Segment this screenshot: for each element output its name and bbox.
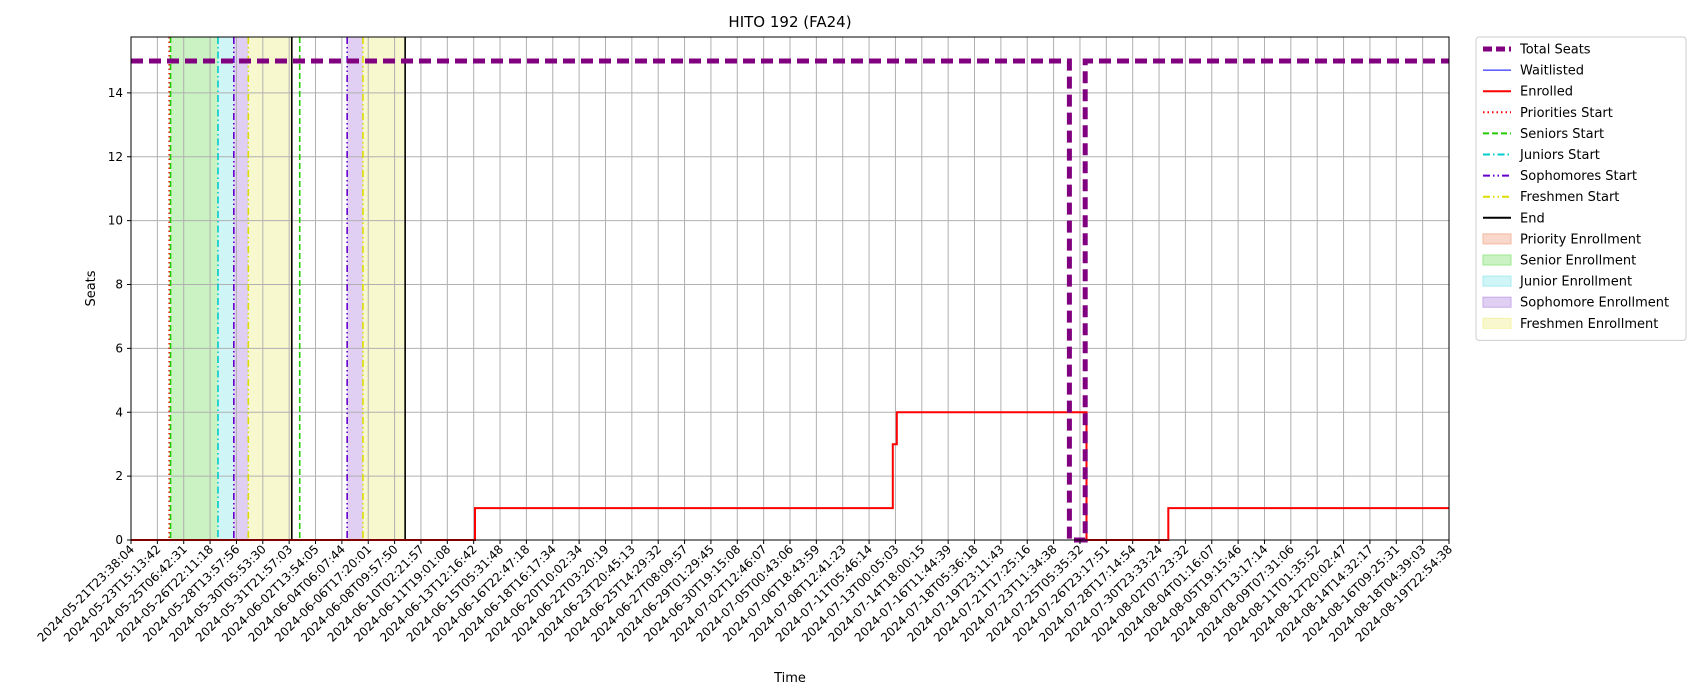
y-tick-label: 8 — [115, 278, 123, 292]
legend-label-sophomores-start: Sophomores Start — [1520, 169, 1637, 184]
shade-freshmen-enrollment-1 — [362, 37, 406, 540]
legend: Total Seats Waitlisted Enrolled Priorities … — [1475, 36, 1687, 341]
y-tick-label: 10 — [108, 214, 123, 228]
y-tick-label: 4 — [115, 405, 123, 419]
shade-sophomore-enrollment-1 — [347, 37, 363, 540]
legend-swatch-sophomore-enrollment — [1482, 296, 1512, 308]
series-enrolled — [131, 411, 1449, 541]
vertical-markers — [168, 37, 406, 540]
y-ticks: 0 2 4 6 8 10 12 14 — [108, 86, 131, 547]
legend-label-waitlisted: Waitlisted — [1520, 64, 1584, 79]
x-ticks: 2024-05-21T23:38:042024-05-23T15:13:4220… — [35, 540, 1455, 645]
grid — [130, 37, 1450, 541]
legend-label-seniors-start: Seniors Start — [1520, 127, 1604, 142]
chart-title: HITO 192 (FA24) — [728, 13, 851, 31]
shade-sophomore-enrollment-0 — [233, 37, 249, 540]
y-tick-label: 0 — [115, 533, 123, 547]
shade-senior-enrollment-0 — [170, 37, 218, 540]
shade-freshmen-enrollment-0 — [248, 37, 292, 540]
legend-label-priority-enrollment: Priority Enrollment — [1520, 232, 1641, 247]
legend-swatch-priority-enrollment — [1482, 233, 1512, 245]
legend-label-junior-enrollment: Junior Enrollment — [1519, 275, 1632, 290]
y-tick-label: 2 — [115, 469, 123, 483]
legend-label-enrolled: Enrolled — [1520, 85, 1573, 100]
shade-junior-enrollment-0 — [217, 37, 234, 540]
legend-label-end: End — [1520, 211, 1545, 226]
legend-label-sophomore-enrollment: Sophomore Enrollment — [1520, 296, 1669, 311]
legend-label-freshmen-start: Freshmen Start — [1520, 190, 1619, 205]
legend-swatch-senior-enrollment — [1482, 254, 1512, 266]
legend-label-juniors-start: Juniors Start — [1519, 148, 1600, 163]
x-axis-title: Time — [773, 671, 806, 686]
y-axis-title: Seats — [84, 270, 99, 306]
legend-box — [1475, 36, 1687, 341]
shaded-regions — [170, 37, 406, 540]
legend-label-freshmen-enrollment: Freshmen Enrollment — [1520, 317, 1658, 332]
y-tick-label: 14 — [108, 86, 123, 100]
legend-label-priorities-start: Priorities Start — [1520, 106, 1613, 121]
legend-swatch-junior-enrollment — [1482, 275, 1512, 287]
legend-label-total-seats: Total Seats — [1519, 43, 1591, 58]
y-tick-label: 12 — [108, 150, 123, 164]
legend-label-senior-enrollment: Senior Enrollment — [1520, 254, 1636, 269]
y-tick-label: 6 — [115, 341, 123, 355]
legend-swatch-freshmen-enrollment — [1482, 317, 1512, 329]
